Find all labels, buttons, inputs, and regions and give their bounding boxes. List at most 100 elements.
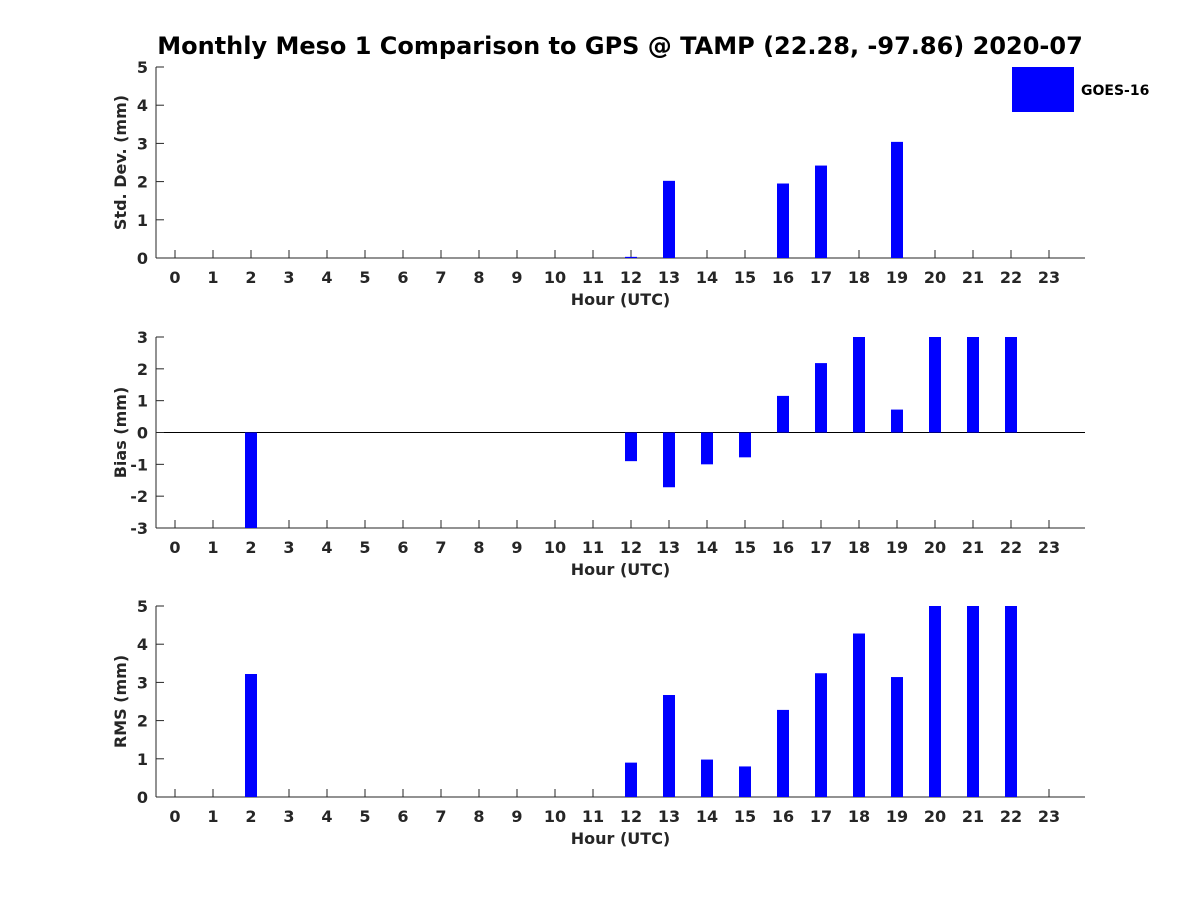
bar-bias-hour-17 <box>815 363 827 433</box>
x-tick-label: 3 <box>283 807 294 826</box>
bar-bias-hour-15 <box>739 432 751 458</box>
legend-swatch-goes16 <box>1012 67 1074 112</box>
x-tick-label: 16 <box>772 807 794 826</box>
bar-rms-hour-13 <box>663 695 675 797</box>
bar-bias-hour-14 <box>701 432 713 465</box>
x-tick-label: 21 <box>962 807 984 826</box>
x-tick-label: 15 <box>734 268 756 287</box>
bar-bias-hour-21 <box>967 337 979 433</box>
x-tick-label: 19 <box>886 268 908 287</box>
y-tick-label: 2 <box>137 173 148 192</box>
bar-rms-hour-14 <box>701 759 713 797</box>
bar-std-dev-hour-16 <box>777 183 789 258</box>
y-tick-label: -1 <box>130 455 148 474</box>
x-tick-label: 7 <box>435 268 446 287</box>
x-axis-label: Hour (UTC) <box>571 290 671 309</box>
bar-rms-hour-17 <box>815 673 827 797</box>
bar-rms-hour-20 <box>929 606 941 797</box>
x-tick-label: 23 <box>1038 538 1060 557</box>
x-tick-label: 9 <box>511 807 522 826</box>
y-axis-label: RMS (mm) <box>111 655 130 748</box>
y-tick-label: 3 <box>137 328 148 347</box>
bar-rms-hour-22 <box>1005 606 1017 797</box>
y-tick-label: 1 <box>137 211 148 230</box>
x-tick-label: 11 <box>582 538 604 557</box>
x-tick-label: 23 <box>1038 807 1060 826</box>
x-tick-label: 17 <box>810 268 832 287</box>
y-tick-label: 1 <box>137 750 148 769</box>
x-tick-label: 0 <box>169 538 180 557</box>
bar-rms-hour-16 <box>777 709 789 797</box>
x-tick-label: 15 <box>734 538 756 557</box>
y-tick-label: 1 <box>137 392 148 411</box>
x-tick-label: 7 <box>435 538 446 557</box>
y-axis-label: Bias (mm) <box>111 387 130 479</box>
x-tick-label: 1 <box>207 268 218 287</box>
x-tick-label: 11 <box>582 268 604 287</box>
x-tick-label: 18 <box>848 268 870 287</box>
x-tick-label: 17 <box>810 538 832 557</box>
x-tick-label: 22 <box>1000 538 1022 557</box>
x-tick-label: 4 <box>321 807 332 826</box>
x-tick-label: 8 <box>473 807 484 826</box>
x-tick-label: 12 <box>620 807 642 826</box>
x-tick-label: 5 <box>359 538 370 557</box>
x-tick-label: 23 <box>1038 268 1060 287</box>
x-tick-label: 3 <box>283 538 294 557</box>
y-tick-label: 4 <box>137 635 148 654</box>
y-tick-label: 0 <box>137 249 148 268</box>
y-tick-label: 3 <box>137 673 148 692</box>
x-tick-label: 18 <box>848 807 870 826</box>
x-tick-label: 4 <box>321 268 332 287</box>
y-tick-label: 0 <box>137 788 148 807</box>
x-tick-label: 19 <box>886 538 908 557</box>
bar-bias-hour-12 <box>625 432 637 462</box>
x-tick-label: 21 <box>962 268 984 287</box>
x-tick-label: 9 <box>511 538 522 557</box>
x-tick-label: 14 <box>696 807 718 826</box>
y-tick-label: -2 <box>130 487 148 506</box>
bar-bias-hour-20 <box>929 337 941 433</box>
x-tick-label: 16 <box>772 268 794 287</box>
x-tick-label: 6 <box>397 268 408 287</box>
x-tick-label: 18 <box>848 538 870 557</box>
x-tick-label: 11 <box>582 807 604 826</box>
bar-bias-hour-13 <box>663 432 675 488</box>
x-tick-label: 0 <box>169 807 180 826</box>
bar-bias-hour-16 <box>777 395 789 433</box>
bar-rms-hour-15 <box>739 766 751 797</box>
x-tick-label: 5 <box>359 268 370 287</box>
x-tick-label: 13 <box>658 538 680 557</box>
bar-bias-hour-19 <box>891 409 903 433</box>
x-tick-label: 12 <box>620 538 642 557</box>
y-tick-label: 5 <box>137 597 148 616</box>
y-axis-label: Std. Dev. (mm) <box>111 95 130 230</box>
x-tick-label: 14 <box>696 538 718 557</box>
bar-bias-hour-22 <box>1005 337 1017 433</box>
bar-std-dev-hour-13 <box>663 180 675 258</box>
x-tick-label: 20 <box>924 807 946 826</box>
legend-label-goes16: GOES-16 <box>1081 83 1149 99</box>
x-axis-label: Hour (UTC) <box>571 560 671 579</box>
x-tick-label: 22 <box>1000 807 1022 826</box>
x-tick-label: 0 <box>169 268 180 287</box>
bar-rms-hour-21 <box>967 606 979 797</box>
x-tick-label: 20 <box>924 538 946 557</box>
bar-std-dev-hour-12 <box>625 256 637 258</box>
x-tick-label: 2 <box>245 538 256 557</box>
chart-title: Monthly Meso 1 Comparison to GPS @ TAMP … <box>157 32 1083 60</box>
x-tick-label: 3 <box>283 268 294 287</box>
y-tick-label: 2 <box>137 712 148 731</box>
bar-rms-hour-2 <box>245 673 257 797</box>
x-tick-label: 19 <box>886 807 908 826</box>
bar-rms-hour-12 <box>625 762 637 797</box>
x-tick-label: 2 <box>245 807 256 826</box>
x-tick-label: 7 <box>435 807 446 826</box>
bar-bias-hour-2 <box>245 432 257 528</box>
x-tick-label: 10 <box>544 807 566 826</box>
x-axis-label: Hour (UTC) <box>571 829 671 848</box>
x-tick-label: 8 <box>473 538 484 557</box>
